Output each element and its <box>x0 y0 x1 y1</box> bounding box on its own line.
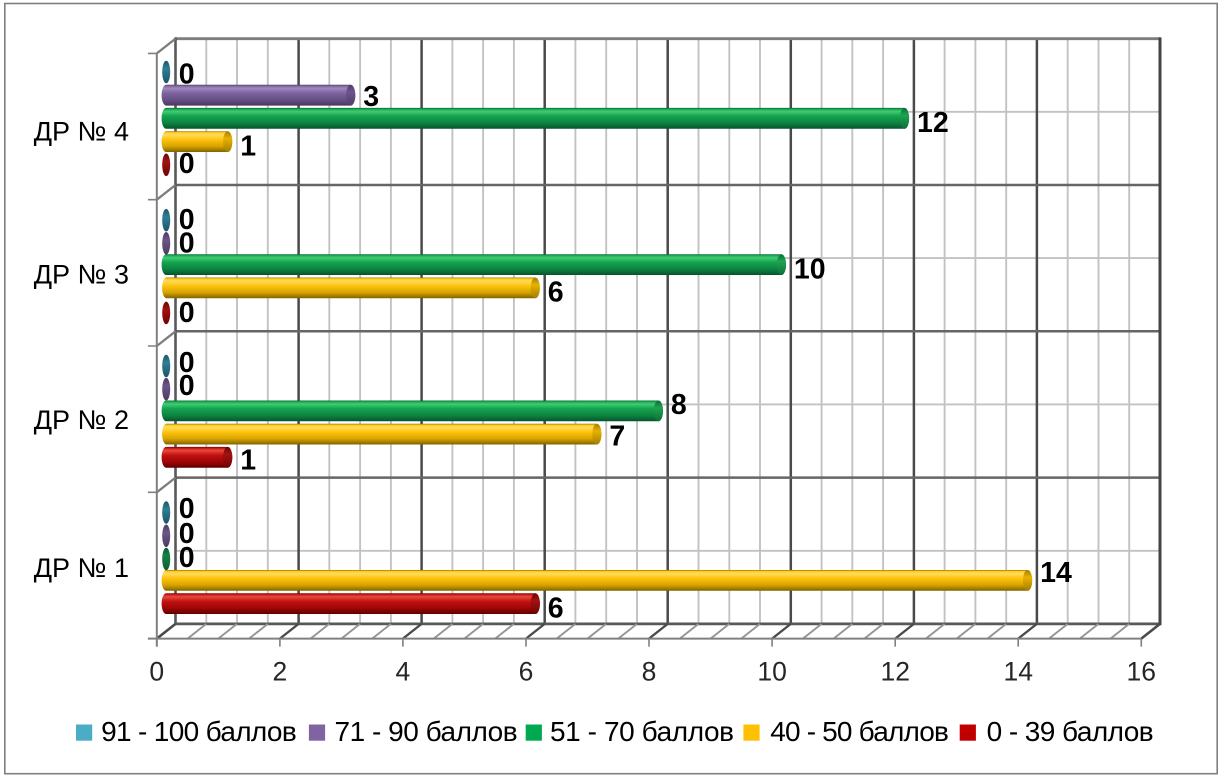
svg-text:6: 6 <box>548 592 564 624</box>
svg-text:1: 1 <box>240 131 256 163</box>
svg-text:0: 0 <box>179 542 195 574</box>
svg-text:14: 14 <box>1003 657 1032 687</box>
svg-text:ДР № 1: ДР № 1 <box>34 553 129 583</box>
svg-text:0: 0 <box>179 148 195 180</box>
svg-text:1: 1 <box>240 444 256 476</box>
svg-text:0: 0 <box>179 227 195 259</box>
svg-text:0: 0 <box>179 347 195 379</box>
svg-text:0: 0 <box>179 518 195 550</box>
svg-text:91 - 100 баллов: 91 - 100 баллов <box>101 716 297 747</box>
svg-text:2: 2 <box>273 657 288 687</box>
svg-text:8: 8 <box>671 389 687 421</box>
svg-text:0: 0 <box>179 204 195 236</box>
svg-text:12: 12 <box>917 107 949 139</box>
svg-text:3: 3 <box>363 81 379 113</box>
svg-text:4: 4 <box>396 657 411 687</box>
svg-text:10: 10 <box>794 254 826 286</box>
svg-text:0: 0 <box>179 59 195 91</box>
svg-text:71 - 90 баллов: 71 - 90 баллов <box>335 716 518 747</box>
svg-text:51 - 70 баллов: 51 - 70 баллов <box>550 716 734 747</box>
svg-text:0: 0 <box>179 493 195 525</box>
svg-text:16: 16 <box>1127 657 1156 687</box>
svg-text:0 - 39 баллов: 0 - 39 баллов <box>987 716 1154 747</box>
svg-text:0: 0 <box>179 297 195 329</box>
svg-text:0: 0 <box>179 370 195 402</box>
svg-text:ДР № 3: ДР № 3 <box>34 259 129 289</box>
svg-text:12: 12 <box>880 657 909 687</box>
svg-text:6: 6 <box>548 276 564 308</box>
svg-text:7: 7 <box>609 420 625 452</box>
svg-text:14: 14 <box>1040 557 1072 589</box>
svg-text:40 - 50 баллов: 40 - 50 баллов <box>770 716 949 747</box>
svg-text:10: 10 <box>757 657 786 687</box>
svg-text:8: 8 <box>642 657 657 687</box>
svg-text:0: 0 <box>149 657 164 687</box>
svg-text:ДР № 2: ДР № 2 <box>34 405 129 435</box>
svg-text:6: 6 <box>519 657 534 687</box>
svg-text:ДР № 4: ДР № 4 <box>34 116 129 146</box>
